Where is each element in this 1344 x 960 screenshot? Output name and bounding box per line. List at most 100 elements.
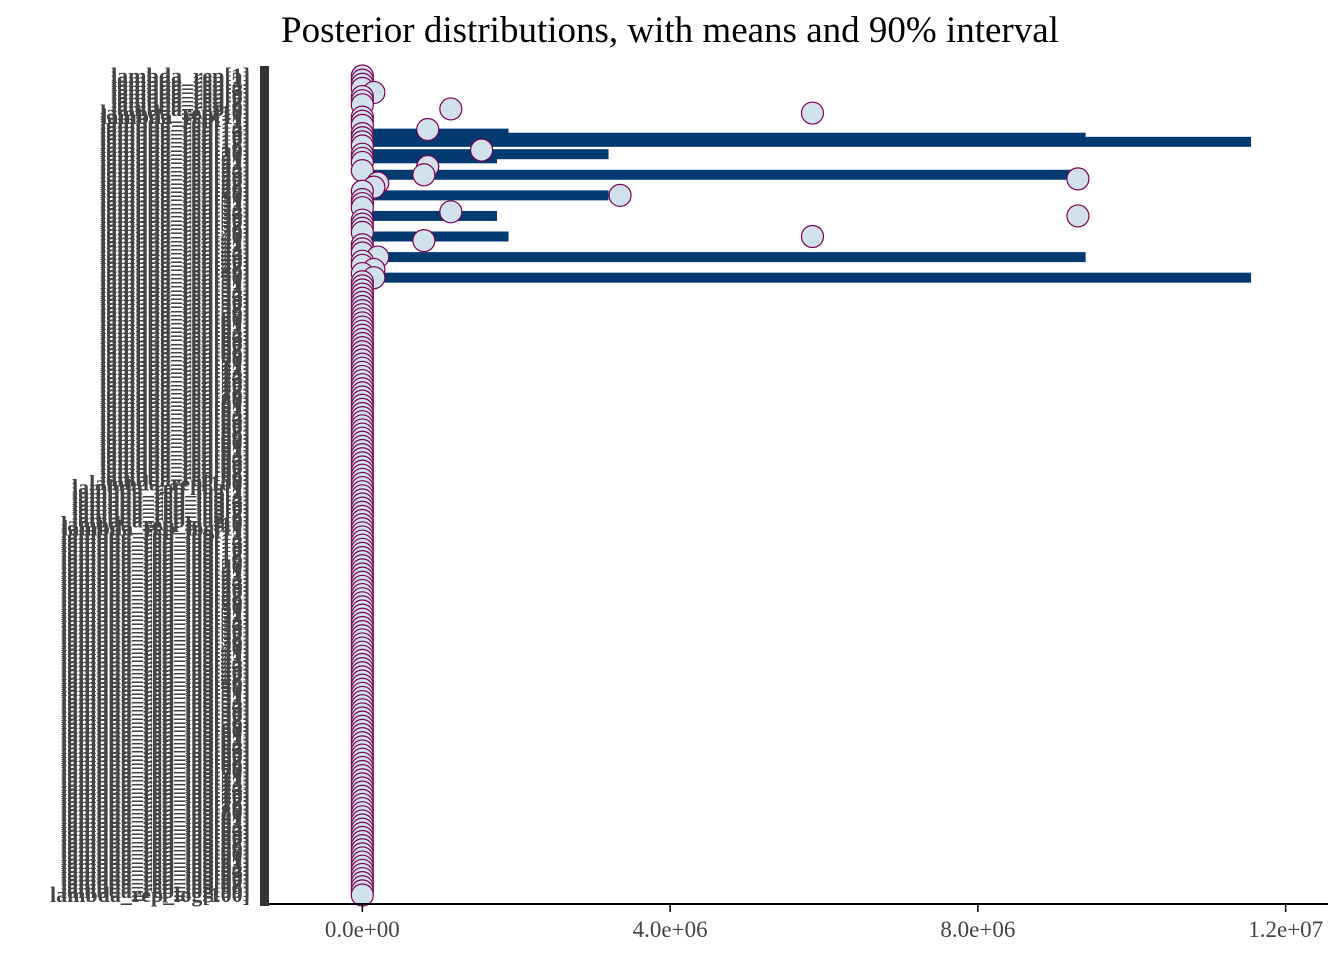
y-label-lambda_rep-47: lambda_rep[47] <box>100 252 250 277</box>
y-label-lambda_rep-70: lambda_rep[70] <box>100 347 250 372</box>
y-label-lambda_rep_log-16: lambda_rep_log[16] <box>61 536 250 561</box>
y-axis-bar <box>260 66 269 906</box>
y-label-lambda_rep_log-84: lambda_rep_log[84] <box>61 816 250 841</box>
y-label-lambda_rep-61: lambda_rep[61] <box>100 310 250 335</box>
y-label-lambda_rep-12: lambda_rep[12] <box>100 108 250 133</box>
y-label-lambda_rep-72: lambda_rep[72] <box>100 355 250 380</box>
y-label-lambda_rep_log-97: lambda_rep_log[97] <box>61 870 250 895</box>
y-label-lambda_rep-1: lambda_rep[1] <box>111 63 250 88</box>
x-tick-label: 4.0e+06 <box>633 917 708 942</box>
y-label-lambda_rep-69: lambda_rep[69] <box>100 343 250 368</box>
y-label-lambda_rep_log-72: lambda_rep_log[72] <box>61 767 250 792</box>
y-label-lambda_rep-100: lambda_rep[100] <box>89 470 250 495</box>
y-label-lambda_rep_log-66: lambda_rep_log[66] <box>61 742 250 767</box>
y-label-lambda_rep-5: lambda_rep[5] <box>111 79 250 104</box>
y-label-lambda_rep-71: lambda_rep[71] <box>100 351 250 376</box>
y-label-lambda_rep-50: lambda_rep[50] <box>100 265 250 290</box>
y-label-lambda_rep-60: lambda_rep[60] <box>100 306 250 331</box>
mean-point <box>412 229 436 253</box>
y-label-lambda_rep-37: lambda_rep[37] <box>100 211 250 236</box>
y-label-lambda_rep_log-4: lambda_rep_log[4] <box>72 487 250 512</box>
y-label-lambda_rep-91: lambda_rep[91] <box>100 433 250 458</box>
y-label-lambda_rep_log-94: lambda_rep_log[94] <box>61 857 250 882</box>
y-label-lambda_rep-13: lambda_rep[13] <box>100 112 250 137</box>
y-label-lambda_rep-73: lambda_rep[73] <box>100 359 250 384</box>
y-label-lambda_rep_log-39: lambda_rep_log[39] <box>61 631 250 656</box>
y-label-lambda_rep_log-14: lambda_rep_log[14] <box>61 528 250 553</box>
y-label-lambda_rep_log-24: lambda_rep_log[24] <box>61 569 250 594</box>
y-label-lambda_rep_log-87: lambda_rep_log[87] <box>61 828 250 853</box>
y-label-lambda_rep-46: lambda_rep[46] <box>100 248 250 273</box>
y-label-lambda_rep_log-52: lambda_rep_log[52] <box>61 684 250 709</box>
y-label-lambda_rep-79: lambda_rep[79] <box>100 384 250 409</box>
y-label-lambda_rep-54: lambda_rep[54] <box>100 281 250 306</box>
y-label-lambda_rep-58: lambda_rep[58] <box>100 298 250 323</box>
y-label-lambda_rep-30: lambda_rep[30] <box>100 182 250 207</box>
y-label-lambda_rep_log-9: lambda_rep_log[9] <box>72 507 250 532</box>
y-label-lambda_rep_log-99: lambda_rep_log[99] <box>61 878 250 903</box>
mean-point <box>439 97 463 121</box>
x-tick-label: 8.0e+06 <box>940 917 1015 942</box>
y-label-lambda_rep_log-35: lambda_rep_log[35] <box>61 614 250 639</box>
y-label-lambda_rep-18: lambda_rep[18] <box>100 133 250 158</box>
mean-point <box>608 183 632 207</box>
y-label-lambda_rep-62: lambda_rep[62] <box>100 314 250 339</box>
y-label-lambda_rep_log-95: lambda_rep_log[95] <box>61 861 250 886</box>
y-label-lambda_rep-83: lambda_rep[83] <box>100 400 250 425</box>
y-label-lambda_rep_log-32: lambda_rep_log[32] <box>61 602 250 627</box>
y-label-lambda_rep-22: lambda_rep[22] <box>100 149 250 174</box>
y-label-lambda_rep-52: lambda_rep[52] <box>100 273 250 298</box>
y-label-lambda_rep_log-75: lambda_rep_log[75] <box>61 779 250 804</box>
y-label-lambda_rep_log-1: lambda_rep_log[1] <box>72 475 250 500</box>
y-label-lambda_rep_log-56: lambda_rep_log[56] <box>61 701 250 726</box>
y-label-lambda_rep_log-45: lambda_rep_log[45] <box>61 656 250 681</box>
y-label-lambda_rep_log-19: lambda_rep_log[19] <box>61 549 250 574</box>
y-label-lambda_rep-24: lambda_rep[24] <box>100 158 250 183</box>
y-label-lambda_rep-64: lambda_rep[64] <box>100 322 250 347</box>
y-label-lambda_rep-59: lambda_rep[59] <box>100 302 250 327</box>
y-label-lambda_rep_log-18: lambda_rep_log[18] <box>61 545 250 570</box>
y-label-lambda_rep_log-98: lambda_rep_log[98] <box>61 874 250 899</box>
y-label-lambda_rep_log-27: lambda_rep_log[27] <box>61 582 250 607</box>
y-label-lambda_rep_log-71: lambda_rep_log[71] <box>61 763 250 788</box>
mean-point <box>1066 167 1090 191</box>
y-label-lambda_rep_log-15: lambda_rep_log[15] <box>61 532 250 557</box>
y-label-lambda_rep_log-11: lambda_rep_log[11] <box>62 516 250 541</box>
y-label-lambda_rep_log-44: lambda_rep_log[44] <box>61 652 250 677</box>
y-label-lambda_rep-67: lambda_rep[67] <box>100 335 250 360</box>
y-label-lambda_rep-15: lambda_rep[15] <box>100 121 250 146</box>
x-tick-label: 1.2e+07 <box>1248 917 1323 942</box>
y-label-lambda_rep-74: lambda_rep[74] <box>100 363 250 388</box>
y-label-lambda_rep-65: lambda_rep[65] <box>100 326 250 351</box>
y-label-lambda_rep-42: lambda_rep[42] <box>100 232 250 257</box>
y-label-lambda_rep-53: lambda_rep[53] <box>100 277 250 302</box>
y-label-lambda_rep_log-43: lambda_rep_log[43] <box>61 647 250 672</box>
y-label-lambda_rep-99: lambda_rep[99] <box>100 466 250 491</box>
y-label-lambda_rep-16: lambda_rep[16] <box>100 125 250 150</box>
y-label-lambda_rep_log-86: lambda_rep_log[86] <box>61 824 250 849</box>
y-label-lambda_rep-6: lambda_rep[6] <box>111 84 250 109</box>
y-label-lambda_rep-4: lambda_rep[4] <box>111 75 250 100</box>
y-label-lambda_rep_log-22: lambda_rep_log[22] <box>61 561 250 586</box>
mean-point <box>1066 204 1090 228</box>
y-label-lambda_rep_log-8: lambda_rep_log[8] <box>72 503 250 528</box>
y-label-lambda_rep-45: lambda_rep[45] <box>100 244 250 269</box>
y-label-lambda_rep-33: lambda_rep[33] <box>100 195 250 220</box>
y-label-lambda_rep-81: lambda_rep[81] <box>100 392 250 417</box>
y-label-lambda_rep_log-31: lambda_rep_log[31] <box>61 598 250 623</box>
y-label-lambda_rep-9: lambda_rep[9] <box>111 96 250 121</box>
y-label-lambda_rep_log-59: lambda_rep_log[59] <box>61 713 250 738</box>
y-label-lambda_rep-88: lambda_rep[88] <box>100 421 250 446</box>
y-label-lambda_rep_log-23: lambda_rep_log[23] <box>61 565 250 590</box>
x-tick-label: 0.0e+00 <box>325 917 400 942</box>
y-label-lambda_rep-98: lambda_rep[98] <box>100 462 250 487</box>
y-label-lambda_rep_log-28: lambda_rep_log[28] <box>61 586 250 611</box>
y-label-lambda_rep-8: lambda_rep[8] <box>111 92 250 117</box>
y-label-lambda_rep_log-69: lambda_rep_log[69] <box>61 754 250 779</box>
interval-bar <box>362 190 609 201</box>
y-label-lambda_rep-38: lambda_rep[38] <box>100 215 250 240</box>
y-label-lambda_rep_log-83: lambda_rep_log[83] <box>61 812 250 837</box>
y-label-lambda_rep-66: lambda_rep[66] <box>100 331 250 356</box>
y-label-lambda_rep-14: lambda_rep[14] <box>100 117 250 142</box>
y-label-lambda_rep-93: lambda_rep[93] <box>100 442 250 467</box>
